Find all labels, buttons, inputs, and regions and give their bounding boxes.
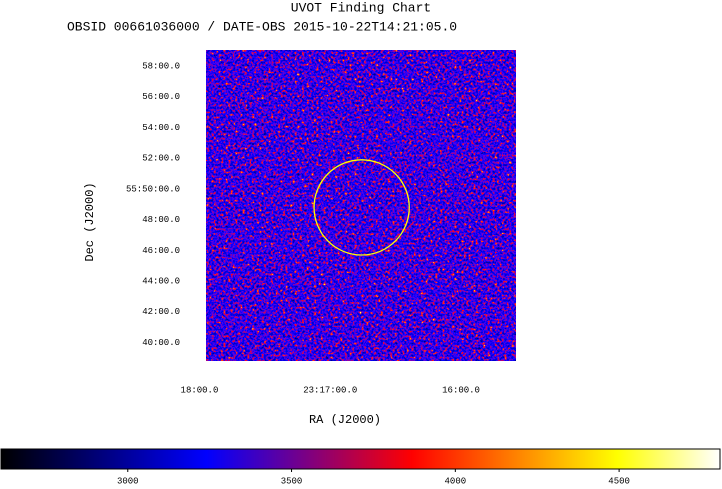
x-tick-label: 18:00.0 [181,385,219,395]
sky-noise [206,50,516,361]
y-tick-label: 54:00.0 [142,123,180,133]
y-tick-label: 40:00.0 [142,338,180,348]
colorbar-tick-label: 3000 [117,476,139,486]
y-tick-label: 48:00.0 [142,215,180,225]
x-tick-label: 16:00.0 [442,385,480,395]
y-tick-label: 46:00.0 [142,246,180,256]
x-axis-label: RA (J2000) [309,413,381,427]
y-tick-label: 52:00.0 [142,154,180,164]
colorbar-tick-label: 4500 [608,476,630,486]
colorbar-tick-label: 4000 [445,476,467,486]
y-tick-label: 55:50:00.0 [126,184,180,194]
y-tick-label: 56:00.0 [142,92,180,102]
y-tick-label: 58:00.0 [142,62,180,72]
y-tick-label: 42:00.0 [142,307,180,317]
colorbar-tick-label: 3500 [281,476,303,486]
source-region [313,159,410,256]
y-axis-label: Dec (J2000) [83,182,97,261]
y-tick-label: 44:00.0 [142,277,180,287]
x-tick-label: 23:17:00.0 [303,385,357,395]
colorbar [0,448,721,470]
chart-subtitle: OBSID 00661036000 / DATE-OBS 2015-10-22T… [67,19,457,34]
chart-title: UVOT Finding Chart [291,0,431,15]
